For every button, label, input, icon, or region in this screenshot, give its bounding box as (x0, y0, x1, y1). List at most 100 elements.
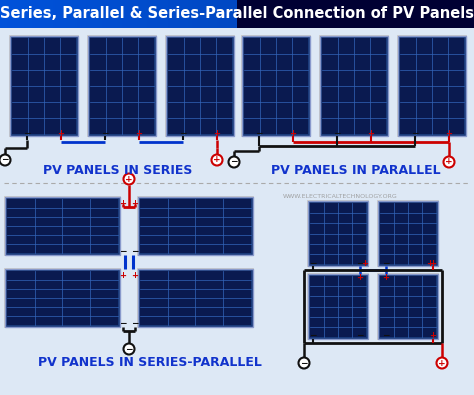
Bar (32, 0, 33, 28)
Bar (87, 35, 157, 137)
Bar (190, 0, 191, 28)
Bar (126, 0, 127, 28)
Bar (160, 0, 161, 28)
Bar (233, 0, 234, 28)
Bar (106, 0, 107, 28)
Bar (307, 273, 369, 340)
Bar (45, 0, 46, 28)
Bar (68, 0, 69, 28)
Bar (189, 0, 190, 28)
Bar (9, 0, 10, 28)
Bar (67, 0, 68, 28)
Bar (55, 0, 56, 28)
Bar (38, 0, 39, 28)
Bar (78, 0, 79, 28)
Bar (242, 36, 310, 136)
Bar (56, 0, 57, 28)
Bar (377, 273, 439, 340)
Bar (103, 0, 104, 28)
Bar (44, 0, 45, 28)
Bar (145, 0, 146, 28)
Bar (241, 35, 311, 137)
Bar (120, 0, 121, 28)
Bar (210, 0, 211, 28)
Text: −: − (230, 158, 238, 167)
Bar (140, 199, 251, 253)
Text: −: − (356, 258, 364, 267)
Bar (0, 28, 474, 188)
Bar (194, 0, 195, 28)
Bar (182, 0, 183, 28)
Bar (34, 0, 35, 28)
Bar (12, 38, 76, 134)
Bar (9, 35, 79, 137)
Circle shape (124, 344, 135, 354)
Bar (214, 0, 215, 28)
Text: PV PANELS IN SERIES-PARALLEL: PV PANELS IN SERIES-PARALLEL (38, 357, 262, 369)
Bar (191, 0, 192, 28)
Bar (307, 200, 369, 267)
Bar (224, 0, 225, 28)
Text: +: + (445, 158, 453, 167)
Bar (175, 0, 176, 28)
Bar (397, 35, 467, 137)
Bar (237, 0, 474, 28)
Bar (96, 0, 97, 28)
Bar (380, 276, 436, 337)
Bar (27, 0, 28, 28)
Bar (198, 0, 199, 28)
Text: −: − (23, 128, 31, 137)
Bar (138, 197, 253, 255)
Text: −: − (119, 320, 127, 329)
Bar (54, 0, 55, 28)
Bar (227, 0, 228, 28)
Bar (153, 0, 154, 28)
Bar (109, 0, 110, 28)
Text: +: + (213, 156, 221, 164)
Bar (217, 0, 218, 28)
Bar (119, 0, 120, 28)
Bar (90, 0, 91, 28)
Bar (398, 36, 466, 136)
Bar (223, 0, 224, 28)
Bar (138, 0, 139, 28)
Bar (154, 0, 155, 28)
Bar (74, 0, 75, 28)
Text: −: − (179, 128, 187, 137)
Bar (40, 0, 41, 28)
Bar (221, 0, 222, 28)
Bar (181, 0, 182, 28)
Bar (220, 0, 221, 28)
Bar (129, 0, 130, 28)
Bar (128, 0, 129, 28)
Bar (33, 0, 34, 28)
Bar (195, 0, 196, 28)
Bar (319, 35, 389, 137)
Bar (51, 0, 52, 28)
Bar (200, 0, 201, 28)
Bar (174, 0, 175, 28)
Bar (115, 0, 116, 28)
Bar (8, 0, 9, 28)
Bar (72, 0, 73, 28)
Bar (90, 38, 154, 134)
Bar (162, 0, 163, 28)
Bar (209, 0, 210, 28)
Bar (178, 0, 179, 28)
Bar (50, 0, 51, 28)
Bar (151, 0, 152, 28)
Bar (0, 0, 237, 28)
Bar (110, 0, 111, 28)
Bar (112, 0, 113, 28)
Bar (59, 0, 60, 28)
Bar (86, 0, 87, 28)
Bar (0, 0, 1, 28)
Bar (201, 0, 202, 28)
Bar (171, 0, 172, 28)
Bar (377, 200, 439, 267)
Bar (75, 0, 76, 28)
Bar (208, 0, 209, 28)
Bar (14, 0, 15, 28)
Bar (157, 0, 158, 28)
Bar (168, 38, 232, 134)
